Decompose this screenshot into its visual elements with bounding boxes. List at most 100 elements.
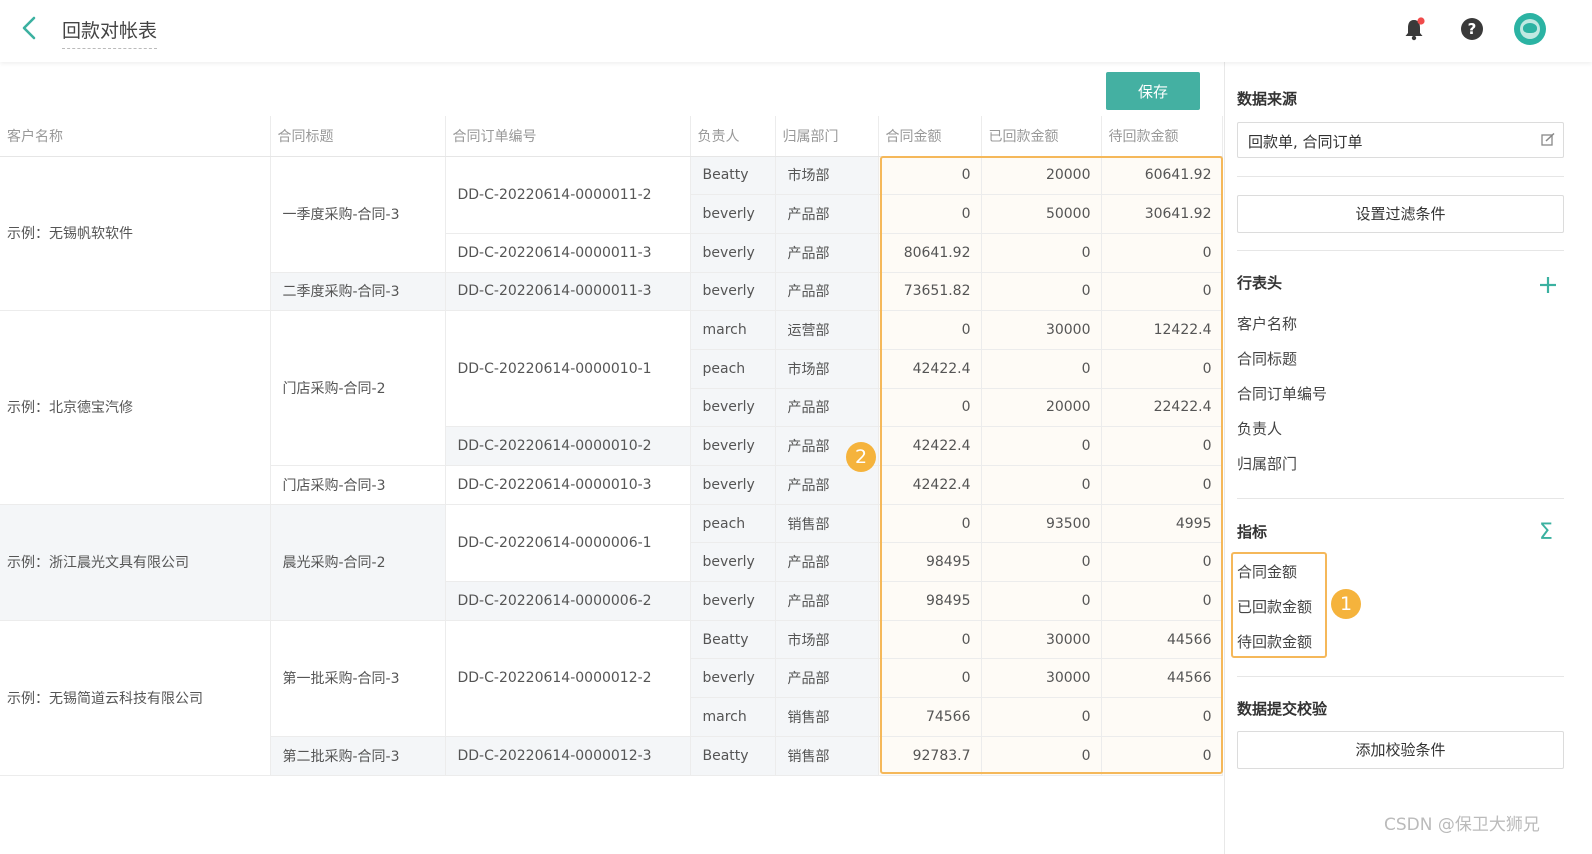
owner-cell[interactable]: peach [690, 504, 776, 544]
pending-amount-cell[interactable]: 0 [1101, 465, 1223, 505]
customer-cell[interactable]: 示例：浙江晨光文具有限公司 [0, 504, 271, 621]
owner-cell[interactable]: beverly [690, 426, 776, 466]
pending-amount-cell[interactable]: 12422.4 [1101, 310, 1223, 350]
contract-title-cell[interactable]: 门店采购-合同-2 [270, 310, 446, 466]
owner-cell[interactable]: Beatty [690, 736, 776, 776]
metric-field[interactable]: 已回款金额 [1237, 598, 1313, 616]
row-header-field[interactable]: 合同订单编号 [1237, 385, 1328, 403]
received-amount-cell[interactable]: 20000 [981, 156, 1102, 196]
contract-amount-cell[interactable]: 0 [878, 620, 982, 660]
dept-cell[interactable]: 产品部 [775, 542, 879, 583]
owner-cell[interactable]: Beatty [690, 620, 776, 660]
column-header[interactable]: 归属部门 [775, 116, 879, 157]
dept-cell[interactable]: 运营部 [775, 310, 879, 350]
pending-amount-cell[interactable]: 60641.92 [1101, 156, 1223, 196]
column-header[interactable]: 合同标题 [270, 116, 446, 157]
owner-cell[interactable]: beverly [690, 581, 776, 621]
pending-amount-cell[interactable]: 44566 [1101, 658, 1223, 699]
dept-cell[interactable]: 市场部 [775, 349, 879, 389]
customer-cell[interactable]: 示例：无锡帆软软件 [0, 156, 271, 312]
column-header[interactable]: 待回款金额 [1101, 116, 1223, 157]
save-button[interactable]: 保存 [1106, 72, 1200, 110]
owner-cell[interactable]: beverly [690, 542, 776, 583]
order-cell[interactable]: DD-C-20220614-0000011-3 [445, 233, 691, 273]
pending-amount-cell[interactable]: 0 [1101, 272, 1223, 312]
order-cell[interactable]: DD-C-20220614-0000012-3 [445, 736, 691, 776]
contract-amount-cell[interactable]: 0 [878, 504, 982, 544]
received-amount-cell[interactable]: 0 [981, 426, 1102, 466]
avatar[interactable] [1514, 13, 1546, 45]
column-header[interactable]: 合同订单编号 [445, 116, 691, 157]
plus-icon[interactable] [1538, 275, 1558, 295]
owner-cell[interactable]: march [690, 697, 776, 737]
received-amount-cell[interactable]: 0 [981, 465, 1102, 505]
contract-title-cell[interactable]: 第一批采购-合同-3 [270, 620, 446, 737]
owner-cell[interactable]: beverly [690, 194, 776, 234]
contract-amount-cell[interactable]: 42422.4 [878, 349, 982, 389]
order-cell[interactable]: DD-C-20220614-0000010-3 [445, 465, 691, 505]
contract-amount-cell[interactable]: 0 [878, 658, 982, 699]
received-amount-cell[interactable]: 50000 [981, 194, 1102, 234]
received-amount-cell[interactable]: 0 [981, 542, 1102, 583]
owner-cell[interactable]: beverly [690, 272, 776, 312]
contract-amount-cell[interactable]: 42422.4 [878, 426, 982, 466]
column-header[interactable]: 合同金额 [878, 116, 982, 157]
dept-cell[interactable]: 产品部 [775, 194, 879, 234]
pending-amount-cell[interactable]: 30641.92 [1101, 194, 1223, 234]
dept-cell[interactable]: 销售部 [775, 736, 879, 776]
dept-cell[interactable]: 市场部 [775, 620, 879, 660]
contract-amount-cell[interactable]: 0 [878, 310, 982, 350]
contract-amount-cell[interactable]: 0 [878, 194, 982, 234]
sigma-icon[interactable]: Σ [1539, 520, 1553, 545]
contract-amount-cell[interactable]: 73651.82 [878, 272, 982, 312]
back-icon[interactable] [18, 14, 42, 42]
order-cell[interactable]: DD-C-20220614-0000012-2 [445, 620, 691, 737]
contract-amount-cell[interactable]: 98495 [878, 581, 982, 621]
dept-cell[interactable]: 产品部 [775, 233, 879, 273]
pending-amount-cell[interactable]: 0 [1101, 736, 1223, 776]
row-header-field[interactable]: 合同标题 [1237, 350, 1298, 368]
owner-cell[interactable]: beverly [690, 233, 776, 273]
owner-cell[interactable]: beverly [690, 388, 776, 428]
order-cell[interactable]: DD-C-20220614-0000006-2 [445, 581, 691, 621]
dept-cell[interactable]: 产品部 [775, 388, 879, 428]
received-amount-cell[interactable]: 20000 [981, 388, 1102, 428]
contract-title-cell[interactable]: 门店采购-合同-3 [270, 465, 446, 505]
received-amount-cell[interactable]: 30000 [981, 658, 1102, 699]
owner-cell[interactable]: Beatty [690, 156, 776, 196]
pending-amount-cell[interactable]: 0 [1101, 426, 1223, 466]
order-cell[interactable]: DD-C-20220614-0000011-3 [445, 272, 691, 312]
order-cell[interactable]: DD-C-20220614-0000010-1 [445, 310, 691, 428]
help-icon[interactable]: ? [1458, 15, 1486, 43]
contract-amount-cell[interactable]: 80641.92 [878, 233, 982, 273]
received-amount-cell[interactable]: 30000 [981, 310, 1102, 350]
owner-cell[interactable]: march [690, 310, 776, 350]
pending-amount-cell[interactable]: 44566 [1101, 620, 1223, 660]
row-header-field[interactable]: 归属部门 [1237, 455, 1298, 473]
received-amount-cell[interactable]: 93500 [981, 504, 1102, 544]
contract-amount-cell[interactable]: 92783.7 [878, 736, 982, 776]
row-header-field[interactable]: 负责人 [1237, 420, 1283, 438]
customer-cell[interactable]: 示例：北京德宝汽修 [0, 310, 271, 505]
dept-cell[interactable]: 产品部 [775, 581, 879, 621]
pending-amount-cell[interactable]: 0 [1101, 349, 1223, 389]
customer-cell[interactable]: 示例：无锡简道云科技有限公司 [0, 620, 271, 776]
dept-cell[interactable]: 产品部 [775, 465, 879, 505]
received-amount-cell[interactable]: 0 [981, 697, 1102, 737]
pending-amount-cell[interactable]: 0 [1101, 233, 1223, 273]
dept-cell[interactable]: 产品部 [775, 658, 879, 699]
data-source-field[interactable]: 回款单, 合同订单 [1237, 122, 1564, 158]
contract-amount-cell[interactable]: 0 [878, 156, 982, 196]
column-header[interactable]: 负责人 [690, 116, 776, 157]
contract-title-cell[interactable]: 二季度采购-合同-3 [270, 272, 446, 312]
contract-amount-cell[interactable]: 42422.4 [878, 465, 982, 505]
received-amount-cell[interactable]: 0 [981, 233, 1102, 273]
dept-cell[interactable]: 市场部 [775, 156, 879, 196]
contract-title-cell[interactable]: 第二批采购-合同-3 [270, 736, 446, 776]
contract-amount-cell[interactable]: 98495 [878, 542, 982, 583]
pending-amount-cell[interactable]: 0 [1101, 697, 1223, 737]
order-cell[interactable]: DD-C-20220614-0000010-2 [445, 426, 691, 466]
owner-cell[interactable]: beverly [690, 658, 776, 699]
add-validation-button[interactable]: 添加校验条件 [1237, 731, 1564, 769]
bell-icon[interactable] [1400, 15, 1428, 43]
